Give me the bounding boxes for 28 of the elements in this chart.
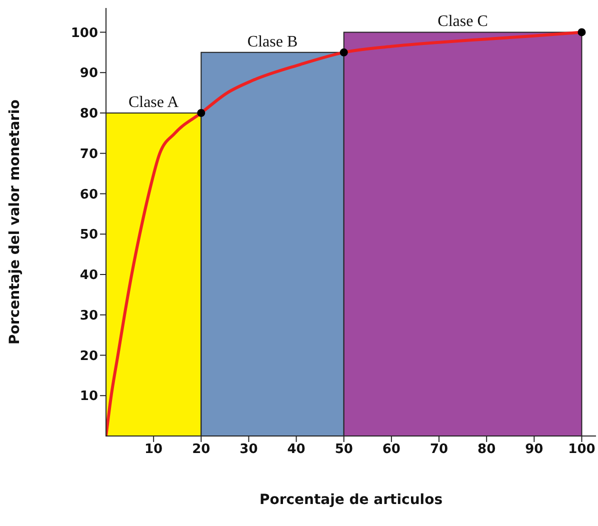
x-tick-label: 60 xyxy=(382,442,400,458)
x-tick-label: 50 xyxy=(334,442,353,458)
y-tick-label: 10 xyxy=(80,389,98,404)
y-tick-label: 30 xyxy=(80,308,98,324)
y-axis-title: Porcentaje del valor monetario xyxy=(6,99,23,344)
y-tick-label: 100 xyxy=(70,26,98,41)
y-tick-label: 50 xyxy=(80,228,98,243)
y-tick-label: 60 xyxy=(80,187,98,202)
y-tick-label: 20 xyxy=(80,348,98,364)
x-tick-label: 10 xyxy=(144,442,163,458)
x-axis-title: Porcentaje de articulos xyxy=(259,492,443,508)
annotation: Clase A xyxy=(128,94,180,111)
y-tick-label: 40 xyxy=(80,268,98,284)
y-tick-label: 80 xyxy=(80,106,98,122)
point xyxy=(340,48,348,56)
x-tick-label: 40 xyxy=(287,442,306,458)
x-tick-label: 90 xyxy=(525,442,544,458)
x-tick-label: 100 xyxy=(568,442,596,458)
annotation: Clase B xyxy=(247,33,298,50)
x-tick-label: 80 xyxy=(478,442,496,458)
point xyxy=(197,108,206,117)
x-tick-label: 70 xyxy=(430,442,448,458)
x-tick-label: 30 xyxy=(240,442,258,458)
y-tick-label: 70 xyxy=(80,146,98,162)
annotation: Clase C xyxy=(438,13,488,30)
point xyxy=(578,28,586,36)
x-tick-label: 20 xyxy=(192,442,210,458)
y-tick-label: 90 xyxy=(80,66,98,82)
